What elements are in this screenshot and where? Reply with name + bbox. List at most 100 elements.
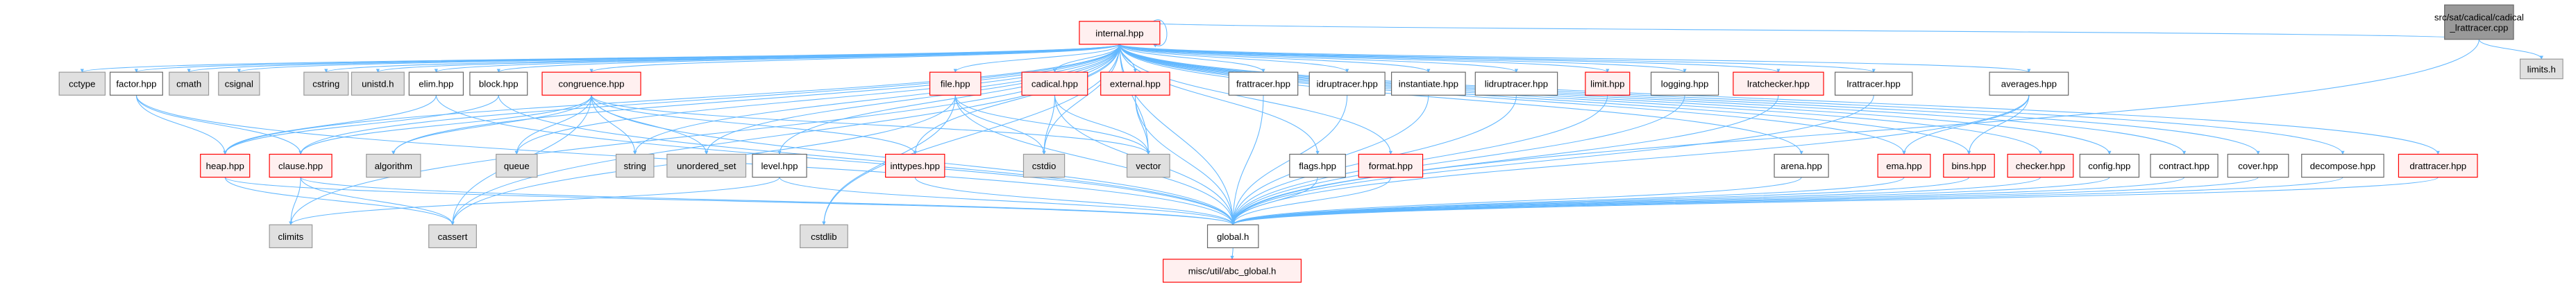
node-lrattracer-hpp[interactable]: lrattracer.hpp [1835,71,1913,96]
node-config-hpp[interactable]: config.hpp [2079,153,2140,178]
node-box [1585,71,1631,96]
node-queue[interactable]: queue [496,153,538,178]
edge-level-hpp-to-global-h [779,177,1235,225]
node-cmath[interactable]: cmath [169,71,210,96]
node-limit-hpp[interactable]: limit.hpp [1585,71,1631,96]
node-flags-hpp[interactable]: flags.hpp [1289,153,1346,178]
node-box [408,71,464,96]
node-label: bins.hpp [1951,161,1986,171]
node-idruptracer-hpp[interactable]: idruptracer.hpp [1308,71,1386,96]
node-heap-hpp[interactable]: heap.hpp [200,153,251,178]
node-checker-hpp[interactable]: checker.hpp [2007,153,2074,178]
edge-logging-hpp-to-global-h [1231,95,1685,225]
node-elim-hpp[interactable]: elim.hpp [408,71,464,96]
node-label: cstdlib [811,231,837,241]
node-box [1877,153,1931,178]
node-label: cmath [176,78,201,89]
node-cstdlib[interactable]: cstdlib [799,224,848,249]
node-bins-hpp[interactable]: bins.hpp [1943,153,1995,178]
node-label: lrattracer.hpp [1847,78,1901,89]
node-label: vector [1136,161,1161,171]
node-root[interactable]: src/sat/cadical/cadical _lrattracer.cpp [2434,4,2524,40]
edge-congruence-hpp-to-clause-hpp [298,95,592,155]
node-cover-hpp[interactable]: cover.hpp [2227,153,2289,178]
edge-averages-hpp-to-ema-hpp [1902,95,2030,155]
node-box [2007,153,2074,178]
node-label: flags.hpp [1299,161,1336,171]
node-clause-hpp[interactable]: clause.hpp [269,153,332,178]
edge-cover-hpp-to-global-h [1231,177,2259,225]
node-file-hpp[interactable]: file.hpp [929,71,982,96]
node-label: frattracer.hpp [1236,78,1290,89]
node-frattracer-hpp[interactable]: frattracer.hpp [1228,71,1299,96]
node-label: instantiate.hpp [1399,78,1458,89]
node-box [1474,71,1558,96]
node-drattracer-hpp[interactable]: drattracer.hpp [2398,153,2478,178]
edge-arena-hpp-to-global-h [1231,177,1802,225]
edge-internal-hpp-to-clause-hpp [298,44,1120,155]
node-unistd-h[interactable]: unistd.h [351,71,405,96]
node-box [1289,153,1346,178]
edge-clause-hpp-to-cassert [300,177,455,225]
node-unordered-set[interactable]: unordered_set [666,153,747,178]
edge-internal-hpp-to-inttypes-hpp [913,44,1120,155]
node-label: format.hpp [1369,161,1413,171]
node-lidruptracer-hpp[interactable]: lidruptracer.hpp [1474,71,1558,96]
edge-internal-hpp-to-ema-hpp [1119,44,1906,155]
node-climits[interactable]: climits [269,224,313,249]
node-csignal[interactable]: csignal [218,71,260,96]
node-internal-hpp[interactable]: internal.hpp [1079,21,1161,45]
edge-internal-hpp-to-string [633,44,1120,155]
node-cctype[interactable]: cctype [58,71,106,96]
node-congruence-hpp[interactable]: congruence.hpp [541,71,641,96]
node-label: cadical.hpp [1032,78,1078,89]
node-cadical-hpp[interactable]: cadical.hpp [1021,71,1088,96]
edge-cadical-hpp-to-cstdio [1042,95,1055,155]
node-box [303,71,349,96]
node-string[interactable]: string [615,153,655,178]
edge-internal-hpp-to-contract-hpp [1119,44,2187,155]
node-label: block.hpp [479,78,519,89]
node-logging-hpp[interactable]: logging.hpp [1650,71,1719,96]
node-box [1163,259,1302,283]
edge-internal-hpp-to-elim-hpp [434,44,1120,73]
node-arena-hpp[interactable]: arena.hpp [1774,153,1829,178]
node-global-h[interactable]: global.h [1206,224,1259,249]
edge-internal-hpp-to-cstring [324,44,1120,73]
node-inttypes-hpp[interactable]: inttypes.hpp [885,153,945,178]
node-algorithm[interactable]: algorithm [366,153,421,178]
node-limits-h[interactable]: limits.h [2519,58,2564,80]
edge-internal-hpp-to-vector [1119,44,1150,155]
node-contract-hpp[interactable]: contract.hpp [2150,153,2219,178]
edge-internal-hpp-to-logging-hpp [1119,44,1687,73]
node-label: inttypes.hpp [891,161,940,171]
node-external-hpp[interactable]: external.hpp [1100,71,1170,96]
node-label: lidruptracer.hpp [1485,78,1548,89]
node-decompose-hpp[interactable]: decompose.hpp [2301,153,2384,178]
node-label: external.hpp [1110,78,1161,89]
node-format-hpp[interactable]: format.hpp [1358,153,1424,178]
node-label: cctype [69,78,95,89]
node-box [200,153,251,178]
edge-block-hpp-to-global-h [498,95,1235,225]
edges [81,19,2543,260]
node-lratchecker-hpp[interactable]: lratchecker.hpp [1733,71,1824,96]
node-vector[interactable]: vector [1126,153,1170,178]
node-cstdio[interactable]: cstdio [1022,153,1066,178]
node-ema-hpp[interactable]: ema.hpp [1877,153,1931,178]
node-box [1835,71,1913,96]
node-averages-hpp[interactable]: averages.hpp [1989,71,2069,96]
edge-checker-hpp-to-global-h [1231,177,2041,225]
node-instantiate-hpp[interactable]: instantiate.hpp [1391,71,1466,96]
node-factor-hpp[interactable]: factor.hpp [109,71,163,96]
edge-congruence-hpp-to-algorithm [392,95,592,155]
node-level-hpp[interactable]: level.hpp [752,153,807,178]
node-cstring[interactable]: cstring [303,71,349,96]
node-cassert[interactable]: cassert [428,224,477,249]
edge-factor-hpp-to-clause-hpp [135,95,303,155]
node-box [1774,153,1829,178]
node-block-hpp[interactable]: block.hpp [469,71,528,96]
edge-internal-hpp-to-cstdlib [822,44,1120,225]
node-abc-global[interactable]: misc/util/abc_global.h [1163,259,1302,283]
node-label: decompose.hpp [2310,161,2375,171]
